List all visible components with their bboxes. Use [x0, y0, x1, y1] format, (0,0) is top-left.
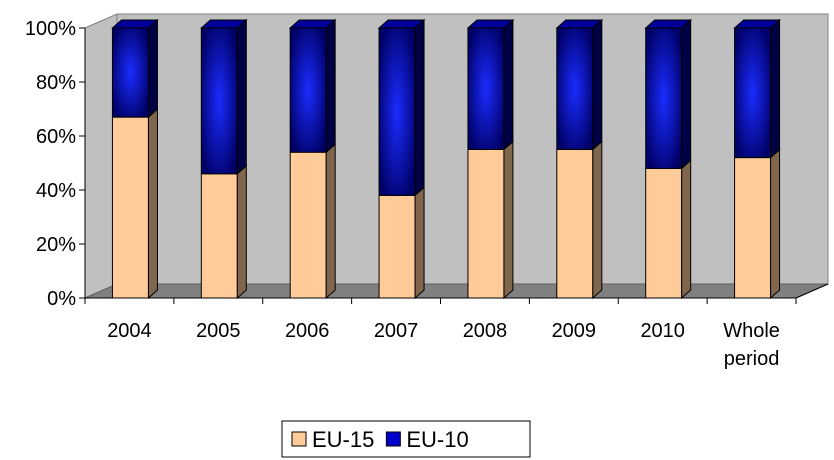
bar-side — [236, 164, 247, 300]
x-tick-label: 2010 — [640, 320, 685, 342]
bar-segment-eu-10 — [644, 18, 693, 170]
bar-side — [325, 143, 336, 300]
bar-front — [556, 149, 594, 299]
bar-top — [288, 19, 337, 29]
bar-top — [733, 19, 781, 29]
bar-segment-eu-10 — [555, 18, 604, 151]
bar-segment-eu-10 — [733, 18, 781, 159]
bar-segment-eu-15 — [200, 164, 247, 300]
bar-segment-eu-15 — [734, 148, 781, 300]
bar-front — [467, 27, 505, 150]
bar-segment-eu-10 — [199, 18, 248, 175]
bar-side — [147, 18, 158, 119]
bar-front — [289, 151, 327, 299]
bar-front — [200, 173, 238, 299]
bar-front — [645, 167, 683, 299]
bar-segment-eu-10 — [377, 18, 426, 197]
legend-box — [281, 420, 531, 458]
bar-side — [236, 18, 247, 175]
y-axis: 0% 20% 40% 60% 80% 100% — [25, 18, 86, 310]
bar-side — [503, 140, 514, 300]
x-tick-label: 2005 — [196, 320, 241, 342]
bar-side — [681, 159, 692, 300]
x-tick-label: 2009 — [552, 320, 597, 342]
bar-side — [414, 18, 425, 197]
bar-segment-eu-15 — [467, 140, 514, 300]
bar-side — [770, 148, 781, 300]
bar-side — [592, 140, 603, 300]
bar-segment-eu-10 — [111, 18, 159, 119]
bar-side — [770, 18, 781, 159]
x-tick-label: 2008 — [463, 320, 508, 342]
x-axis-depth-line — [795, 283, 829, 299]
x-tick-label: 2004 — [107, 320, 152, 342]
bar-segment-eu-15 — [111, 107, 158, 300]
legend-label: EU-10 — [406, 427, 468, 452]
x-tick-label: 2006 — [285, 320, 330, 342]
bar-top — [644, 19, 693, 29]
bar-front — [200, 27, 238, 175]
x-tick-label: period — [724, 348, 780, 370]
plot-frame — [84, 13, 829, 299]
bar-segment-eu-15 — [378, 186, 425, 300]
floor — [84, 283, 829, 299]
bar-side — [503, 18, 514, 151]
bar-segment-eu-15 — [556, 140, 603, 300]
bar-segment-eu-15 — [289, 143, 336, 300]
bar-side — [325, 18, 336, 154]
bar-side — [414, 186, 425, 300]
bar-front — [378, 27, 416, 196]
y-tick-label: 80% — [36, 72, 76, 94]
bar-front — [467, 149, 505, 299]
bar-front — [645, 27, 683, 169]
bar-front — [111, 116, 149, 299]
y-tick-label: 20% — [36, 234, 76, 256]
legend-swatch — [291, 431, 307, 447]
legend-label: EU-15 — [312, 427, 374, 452]
y-tick-label: 60% — [36, 126, 76, 148]
bar-top — [555, 19, 604, 29]
bar-top — [199, 19, 248, 29]
bar-front — [556, 27, 594, 150]
bars-group — [111, 18, 781, 300]
x-tick-label: 2007 — [374, 320, 419, 342]
y-tick-label: 40% — [36, 180, 76, 202]
bar-front — [111, 27, 149, 118]
bar-segment-eu-10 — [466, 18, 515, 151]
bar-front — [734, 157, 772, 299]
legend: EU-15 EU-10 — [281, 420, 531, 458]
bar-side — [592, 18, 603, 151]
x-axis: 2004 2005 2006 2007 2008 2009 2010 Whole period — [84, 283, 829, 370]
bar-side — [147, 107, 158, 300]
y-tick-label: 0% — [47, 288, 76, 310]
bar-top — [377, 19, 426, 29]
bar-front — [734, 27, 772, 159]
bar-segment-eu-10 — [288, 18, 337, 154]
bar-front — [378, 194, 416, 299]
bar-top — [111, 19, 159, 29]
bar-top — [466, 19, 515, 29]
bar-segment-eu-15 — [645, 159, 692, 300]
x-tick-label: Whole — [723, 320, 780, 342]
bar-side — [681, 18, 692, 170]
bar-front — [289, 27, 327, 153]
y-tick-label: 100% — [25, 18, 76, 40]
legend-swatch — [385, 431, 401, 447]
